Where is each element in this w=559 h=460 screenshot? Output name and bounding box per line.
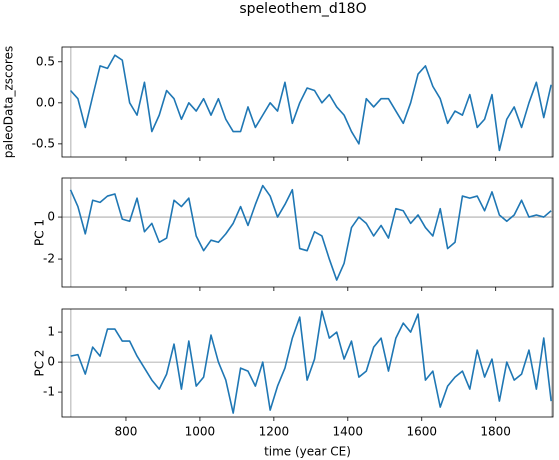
x-tick-label: 1200 (259, 425, 290, 439)
x-tick-label: 1600 (406, 425, 437, 439)
x-tick-label: 1800 (480, 425, 511, 439)
y-tick-label: -2 (43, 252, 55, 266)
y-axis-label: paleoData_zscores (2, 46, 16, 158)
data-line (69, 54, 552, 152)
y-axis-label: PC 2 (33, 349, 47, 376)
x-axis-label: time (year CE) (264, 445, 351, 459)
y-tick-label: -1 (43, 385, 55, 399)
y-tick-label: 0 (47, 355, 55, 369)
figure-title: speleothem_d18O (239, 1, 366, 17)
y-tick-label: 0.5 (36, 54, 55, 68)
y-tick-label: -0.5 (32, 136, 55, 150)
y-tick-label: 1 (47, 325, 55, 339)
y-axis-label: PC 1 (33, 219, 47, 246)
x-tick-label: 1400 (333, 425, 364, 439)
axes-frame (61, 177, 554, 288)
x-tick-label: 800 (115, 425, 138, 439)
y-tick-label: 0.0 (36, 95, 55, 109)
data-line (69, 184, 552, 281)
data-line (70, 310, 552, 414)
y-tick-label: 0 (47, 210, 55, 224)
axes-frame (61, 308, 554, 418)
axes-frame (61, 46, 554, 158)
x-tick-label: 1000 (185, 425, 216, 439)
